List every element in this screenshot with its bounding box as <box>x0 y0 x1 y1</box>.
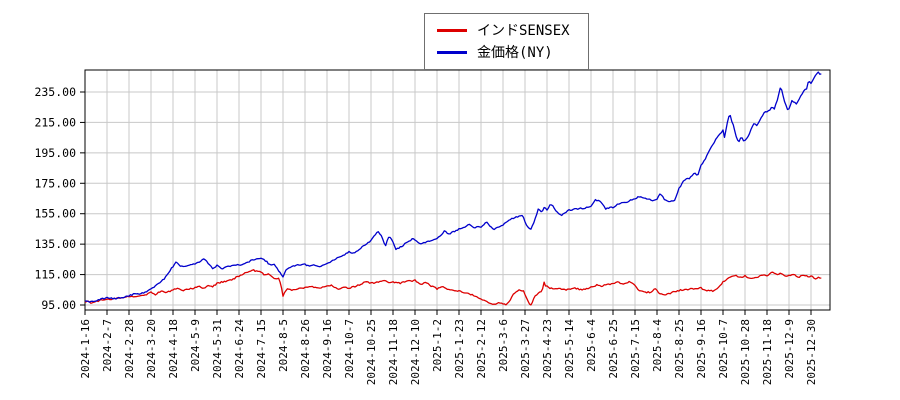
x-tick-label: 2024-4-18 <box>167 319 180 379</box>
y-tick-label: 215.00 <box>34 115 76 129</box>
y-tick-label: 155.00 <box>34 207 76 221</box>
x-tick-label: 2025-10-28 <box>739 319 752 385</box>
x-tick-label: 2025-10-7 <box>717 319 730 379</box>
x-tick-label: 2025-1-2 <box>431 319 444 372</box>
gold-line-swatch <box>437 50 467 54</box>
x-tick-label: 2024-8-26 <box>299 319 312 379</box>
x-tick-label: 2025-7-15 <box>629 319 642 379</box>
x-tick-label: 2025-3-27 <box>519 319 532 379</box>
x-tick-label: 2025-12-30 <box>805 319 818 385</box>
x-tick-label: 2024-9-16 <box>321 319 334 379</box>
x-tick-label: 2024-2-7 <box>101 319 114 372</box>
x-tick-label: 2024-11-18 <box>387 319 400 385</box>
x-tick-label: 2025-1-23 <box>453 319 466 379</box>
x-tick-label: 2025-4-23 <box>541 319 554 379</box>
y-tick-label: 175.00 <box>34 176 76 190</box>
x-tick-label: 2025-11-18 <box>761 319 774 385</box>
legend: インドSENSEX 金価格(NY) <box>424 13 589 70</box>
x-tick-label: 2025-3-6 <box>497 319 510 372</box>
legend-label-gold: 金価格(NY) <box>477 45 553 61</box>
x-tick-label: 2025-8-25 <box>673 319 686 379</box>
y-tick-label: 95.00 <box>41 298 76 312</box>
x-tick-label: 2025-6-4 <box>585 319 598 372</box>
x-tick-label: 2024-8-5 <box>277 319 290 372</box>
x-tick-label: 2024-1-16 <box>79 319 92 379</box>
x-tick-label: 2025-5-14 <box>563 319 576 379</box>
x-tick-label: 2024-5-9 <box>189 319 202 372</box>
x-tick-label: 2025-12-9 <box>783 319 796 379</box>
x-tick-label: 2024-12-10 <box>409 319 422 385</box>
sensex-line-swatch <box>437 28 467 32</box>
x-tick-label: 2024-7-15 <box>255 319 268 379</box>
y-tick-label: 135.00 <box>34 237 76 251</box>
x-tick-label: 2024-10-7 <box>343 319 356 379</box>
x-tick-label: 2024-3-20 <box>145 319 158 379</box>
x-tick-label: 2025-8-4 <box>651 319 664 372</box>
plot-frame <box>84 69 831 311</box>
legend-item-gold: 金価格(NY) <box>437 41 570 63</box>
x-tick-label: 2025-9-16 <box>695 319 708 379</box>
legend-item-sensex: インドSENSEX <box>437 19 570 41</box>
legend-label-sensex: インドSENSEX <box>477 23 570 39</box>
x-tick-label: 2024-6-24 <box>233 319 246 379</box>
series-line-sensex <box>84 269 822 306</box>
x-tick-label: 2024-10-25 <box>365 319 378 385</box>
x-tick-label: 2025-6-25 <box>607 319 620 379</box>
x-tick-label: 2024-2-28 <box>123 319 136 379</box>
x-tick-label: 2024-5-31 <box>211 319 224 379</box>
y-tick-label: 115.00 <box>34 268 76 282</box>
x-tick-label: 2025-2-12 <box>475 319 488 379</box>
series-line-gold <box>84 71 822 303</box>
y-tick-label: 235.00 <box>34 85 76 99</box>
y-tick-label: 195.00 <box>34 146 76 160</box>
